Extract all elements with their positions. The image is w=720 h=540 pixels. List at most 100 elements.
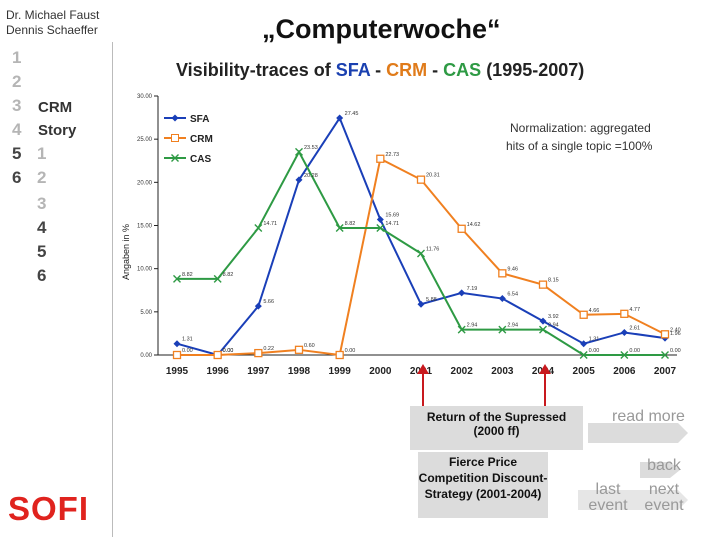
- legend-label: SFA: [190, 114, 209, 125]
- data-label-sfa: 3.92: [548, 314, 559, 320]
- sfa-point: [295, 176, 303, 184]
- crm-point: [213, 350, 222, 360]
- crm-point: [538, 280, 548, 289]
- y-tick-label: 10.00: [137, 267, 153, 273]
- crm-point: [335, 350, 344, 360]
- cas-point: [417, 249, 425, 258]
- data-label-crm: 8.15: [548, 278, 559, 284]
- cas-point: [457, 325, 466, 334]
- cas-point: [539, 325, 547, 334]
- nav-item-6[interactable]: 6: [12, 168, 22, 187]
- event-box-price: Fierce Price Competition Discount-Strate…: [418, 452, 548, 518]
- nav-crm-label: CRM: [38, 99, 73, 116]
- subtitle-sfa: SFA: [335, 60, 371, 80]
- data-label-sfa: 1.96: [670, 331, 681, 337]
- crm-point: [498, 269, 507, 278]
- data-label-crm: 0.00: [182, 348, 193, 354]
- x-tick-label: 2006: [613, 366, 636, 377]
- x-tick-label: 2002: [451, 366, 474, 377]
- data-label-cas: 11.76: [426, 246, 439, 252]
- back-button[interactable]: back: [647, 457, 681, 474]
- chart-annotation-line2: hits of a single topic =100%: [506, 139, 653, 153]
- cas-point: [213, 274, 222, 283]
- sidebar-divider: [112, 42, 113, 537]
- data-label-sfa: 27.45: [345, 111, 359, 117]
- story-item-5[interactable]: 5: [37, 242, 47, 261]
- data-label-sfa: 1.31: [589, 337, 600, 343]
- story-item-6[interactable]: 6: [37, 266, 47, 285]
- x-tick-label: 1997: [247, 366, 270, 377]
- subtitle-prefix: Visibility-traces of: [176, 60, 331, 80]
- story-item-1[interactable]: 1: [37, 144, 47, 163]
- data-label-crm: 22.73: [385, 152, 399, 158]
- data-label-cas: 2.94: [548, 323, 559, 329]
- nav-item-3[interactable]: 3: [12, 96, 22, 115]
- data-label-cas: 0.00: [589, 348, 600, 354]
- sfa-point: [254, 302, 262, 310]
- data-label-crm: 4.66: [589, 308, 600, 314]
- legend-marker: [171, 114, 179, 122]
- sfa-point: [376, 216, 384, 224]
- data-label-crm: 0.60: [304, 343, 315, 349]
- x-tick-label: 2003: [491, 366, 514, 377]
- data-label-cas: 0.00: [629, 348, 640, 354]
- cas-point: [620, 351, 629, 359]
- data-label-crm: 9.46: [507, 266, 518, 272]
- chart-lines: [176, 115, 666, 357]
- nav-item-1[interactable]: 1: [12, 48, 22, 67]
- cas-point: [661, 351, 669, 359]
- sfa-point: [498, 295, 506, 303]
- author-name: Dennis Schaeffer: [6, 23, 98, 37]
- chart-legend: SFA CRM CAS: [164, 114, 213, 165]
- x-tick-label: 2007: [654, 366, 677, 377]
- story-item-4[interactable]: 4: [37, 218, 47, 237]
- subtitle-suffix: (1995-2007): [486, 60, 585, 80]
- y-tick-label: 20.00: [137, 180, 153, 186]
- crm-point: [254, 348, 263, 358]
- x-tick-label: 1996: [207, 366, 230, 377]
- x-tick-label: 2005: [573, 366, 596, 377]
- subtitle-crm: CRM: [386, 60, 428, 80]
- authors-block: Dr. Michael Faust Dennis Schaeffer: [6, 8, 99, 38]
- crm-point: [579, 310, 588, 319]
- story-item-3[interactable]: 3: [37, 194, 47, 213]
- last-event-button[interactable]: last event: [588, 481, 628, 514]
- data-label-sfa: 5.88: [426, 297, 437, 303]
- data-label-crm: 4.77: [629, 307, 640, 313]
- data-label-crm: 0.00: [223, 348, 234, 354]
- story-item-2[interactable]: 2: [37, 168, 47, 187]
- page-subtitle: Visibility-traces of SFA - CRM - CAS (19…: [176, 60, 584, 81]
- nav-story-label: Story: [38, 122, 77, 139]
- series-line-crm: [177, 157, 666, 357]
- nav-item-2[interactable]: 2: [12, 72, 22, 91]
- data-label-crm: 0.22: [263, 346, 274, 352]
- data-label-sfa: 6.54: [507, 292, 518, 298]
- event-arrow-2004: [539, 364, 551, 406]
- x-tick-label: 1999: [329, 366, 352, 377]
- next-event-button[interactable]: next event: [644, 481, 684, 514]
- data-label-cas: 23.53: [304, 145, 318, 151]
- data-label-cas: 8.82: [345, 221, 356, 227]
- page-title: „Computerwoche“: [262, 14, 501, 44]
- data-label-sfa: 1.31: [182, 337, 193, 343]
- data-label-sfa: 15.69: [385, 213, 399, 219]
- nav-item-5[interactable]: 5: [12, 144, 22, 163]
- subtitle-sep: -: [375, 60, 382, 80]
- cas-point: [335, 224, 344, 232]
- sfa-point: [539, 317, 547, 325]
- event-label: Fierce Price Competition Discount-Strate…: [418, 455, 548, 501]
- chart-value-labels: 1.31 0.00 5.66 20.28 27.45 15.69 5.88 7.19 6.54 3…: [182, 111, 681, 354]
- read-more-button[interactable]: read more: [612, 408, 685, 425]
- nav-item-4[interactable]: 4: [12, 120, 22, 139]
- cas-point: [376, 224, 385, 232]
- legend-marker: [171, 154, 179, 162]
- series-line-sfa: [176, 115, 666, 357]
- sfa-point: [336, 114, 344, 122]
- chart-points: [172, 114, 670, 360]
- x-tick-label: 1995: [166, 366, 189, 377]
- legend-label: CRM: [190, 134, 213, 145]
- author-name: Dr. Michael Faust: [6, 8, 100, 22]
- crm-point: [172, 350, 182, 360]
- data-label-sfa: 2.61: [629, 325, 640, 331]
